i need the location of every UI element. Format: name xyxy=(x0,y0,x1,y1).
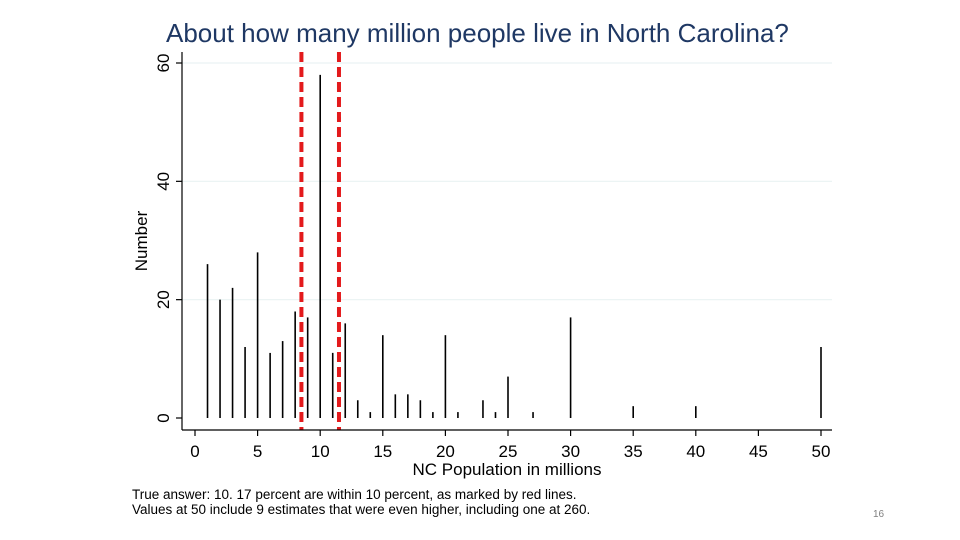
slide-number: 16 xyxy=(873,509,885,520)
x-axis-label: NC Population in millions xyxy=(413,460,602,479)
x-tick-label: 5 xyxy=(253,442,262,461)
y-axis-label: Number xyxy=(132,210,151,271)
x-tick-label: 50 xyxy=(812,442,831,461)
x-tick-label: 10 xyxy=(311,442,330,461)
ticks: 0 5 10 15 20 25 30 35 40 45 50 0 20 40 60 xyxy=(154,54,830,461)
x-tick-label: 35 xyxy=(624,442,643,461)
spikes xyxy=(206,74,822,418)
y-tick-label: 20 xyxy=(154,290,173,309)
note-true-answer: True answer: 10. 17 percent are within 1… xyxy=(132,487,577,502)
x-tick-label: 20 xyxy=(436,442,455,461)
y-tick-label: 0 xyxy=(154,413,173,422)
grid-lines xyxy=(182,62,832,301)
x-tick-label: 40 xyxy=(686,442,705,461)
x-tick-label: 15 xyxy=(373,442,392,461)
y-tick-label: 40 xyxy=(154,172,173,191)
x-tick-label: 30 xyxy=(561,442,580,461)
x-tick-label: 0 xyxy=(190,442,199,461)
x-tick-label: 25 xyxy=(499,442,518,461)
reference-lines xyxy=(299,52,341,430)
x-tick-label: 45 xyxy=(749,442,768,461)
slide-title: About how many million people live in No… xyxy=(166,18,789,48)
note-values-at-50: Values at 50 include 9 estimates that we… xyxy=(132,502,591,517)
y-tick-label: 60 xyxy=(154,54,173,73)
axes xyxy=(181,52,832,431)
